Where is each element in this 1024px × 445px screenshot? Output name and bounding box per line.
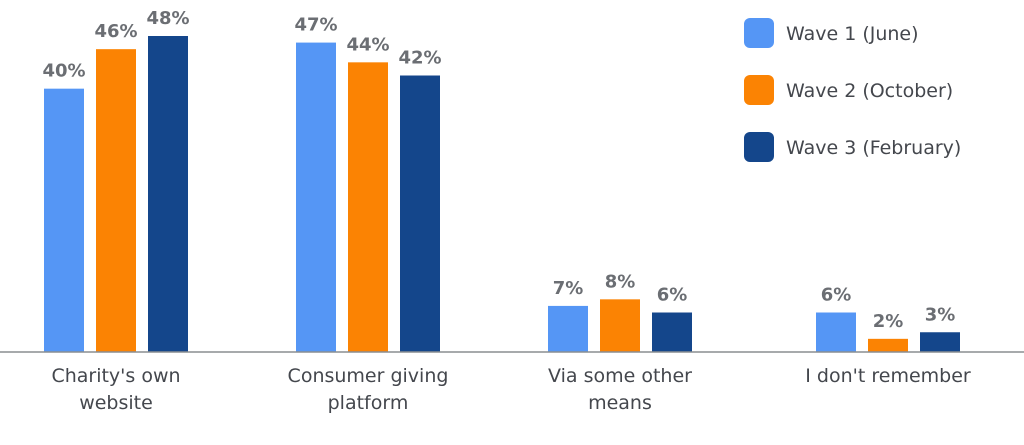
value-labels-group: 40% 47% 7% 6% 46% 44% 8% 2% 48% 42% 6% 3% <box>42 8 955 332</box>
bars-group <box>44 36 960 353</box>
bar-s3-c2 <box>400 75 440 352</box>
bar-s1-c3 <box>548 305 588 352</box>
category-label-1-line-2: website <box>79 392 153 414</box>
category-label-2-line-1: Consumer giving <box>288 365 449 387</box>
legend-label-2: Wave 2 (October) <box>786 80 953 102</box>
value-label-s3-c4: 3% <box>925 304 956 325</box>
value-label-s2-c3: 8% <box>605 271 636 292</box>
value-label-s2-c2: 44% <box>346 34 389 55</box>
value-label-s1-c2: 47% <box>294 15 337 36</box>
bar-s3-c3 <box>652 312 692 352</box>
legend-swatch-1 <box>744 18 774 48</box>
value-label-s3-c1: 48% <box>146 8 189 29</box>
category-label-2-line-2: platform <box>328 392 409 414</box>
category-label-3-line-1: Via some other <box>548 365 692 387</box>
bar-s2-c4 <box>868 338 908 352</box>
legend: Wave 1 (June) Wave 2 (October) Wave 3 (Feb… <box>744 18 961 162</box>
value-label-s1-c1: 40% <box>42 61 85 82</box>
legend-swatch-2 <box>744 75 774 105</box>
bar-s3-c4 <box>920 332 960 352</box>
value-label-s3-c3: 6% <box>657 285 688 306</box>
category-label-4-line-1: I don't remember <box>805 365 971 387</box>
value-label-s3-c2: 42% <box>398 48 441 69</box>
bar-s1-c2 <box>296 42 336 352</box>
category-label-3-line-2: means <box>588 392 652 414</box>
value-label-s1-c4: 6% <box>821 285 852 306</box>
bar-s3-c1 <box>148 36 188 352</box>
bar-s2-c1 <box>96 49 136 353</box>
legend-label-1: Wave 1 (June) <box>786 23 919 45</box>
bar-s1-c4 <box>816 312 856 352</box>
value-label-s2-c1: 46% <box>94 21 137 42</box>
legend-swatch-3 <box>744 132 774 162</box>
category-label-1-line-1: Charity's own <box>51 365 180 387</box>
category-labels-group: Charity's own website Consumer giving platf… <box>51 365 970 414</box>
bar-s1-c1 <box>44 88 84 353</box>
bar-s2-c3 <box>600 299 640 352</box>
legend-label-3: Wave 3 (February) <box>786 137 961 159</box>
value-label-s1-c3: 7% <box>553 278 584 299</box>
value-label-s2-c4: 2% <box>873 311 904 332</box>
bar-s2-c2 <box>348 62 388 352</box>
